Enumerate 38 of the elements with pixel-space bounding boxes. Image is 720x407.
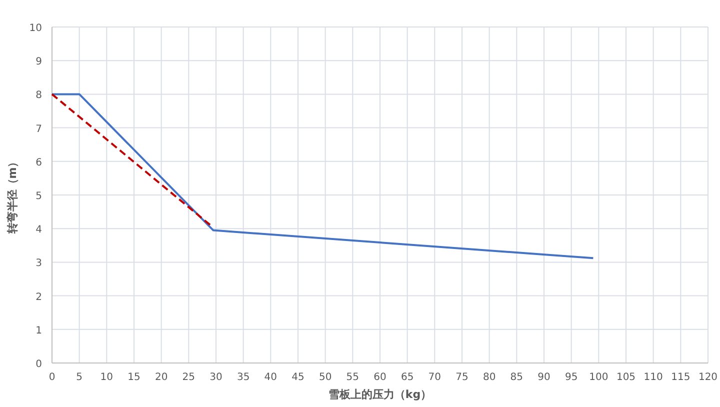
- x-tick-label: 100: [589, 372, 608, 383]
- x-tick-label: 45: [292, 372, 304, 383]
- x-tick-label: 70: [428, 372, 442, 383]
- x-tick-label: 35: [236, 372, 250, 383]
- x-tick-label: 120: [698, 372, 718, 383]
- x-tick-label: 105: [616, 372, 636, 383]
- y-tick-label: 10: [29, 23, 42, 34]
- x-tick-label: 90: [538, 372, 550, 383]
- x-tick-label: 10: [100, 372, 114, 383]
- x-tick-label: 95: [564, 372, 578, 383]
- x-tick-label: 60: [374, 372, 386, 383]
- x-tick-label: 75: [456, 372, 468, 383]
- x-tick-label: 20: [154, 372, 168, 383]
- x-tick-label: 40: [264, 372, 278, 383]
- x-tick-label: 25: [182, 372, 196, 383]
- x-tick-label: 65: [400, 372, 414, 383]
- y-tick-label: 1: [36, 325, 42, 336]
- x-tick-label: 110: [644, 372, 663, 383]
- x-tick-label: 115: [671, 372, 690, 383]
- y-axis-title: 转弯半径（m）: [6, 156, 19, 235]
- y-tick-label: 4: [36, 224, 42, 236]
- y-tick-label: 2: [36, 292, 42, 303]
- x-tick-label: 0: [48, 372, 56, 383]
- x-tick-label: 80: [482, 372, 496, 383]
- y-tick-label: 3: [36, 258, 42, 270]
- x-tick-label: 30: [210, 372, 222, 383]
- x-tick-label: 55: [346, 372, 360, 383]
- y-tick-label: 5: [36, 191, 42, 202]
- y-tick-label: 0: [36, 359, 42, 370]
- x-tick-label: 50: [318, 372, 332, 383]
- y-tick-label: 8: [36, 90, 42, 102]
- x-tick-label: 85: [510, 372, 524, 383]
- y-tick-label: 6: [36, 157, 42, 168]
- x-tick-label: 15: [128, 372, 140, 383]
- x-tick-label: 5: [76, 372, 83, 383]
- y-tick-label: 9: [36, 56, 42, 68]
- y-tick-label: 7: [36, 124, 42, 135]
- x-axis-title: 雪板上的压力（kg）: [328, 388, 432, 401]
